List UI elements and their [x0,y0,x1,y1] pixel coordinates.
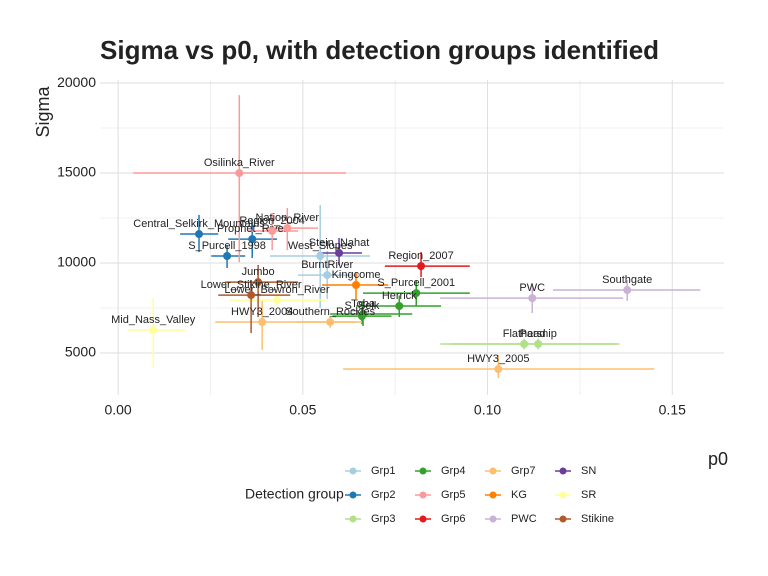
point [223,252,232,261]
point [316,252,325,261]
legend-swatch [489,467,497,475]
legend-title: Detection group [245,486,344,502]
point [357,312,366,321]
point-label: Lower_Stikine_River [201,279,302,291]
point [323,271,332,280]
point [528,294,537,303]
legend-label: Stikine [581,513,614,525]
point-label: Osilinka_River [204,157,275,169]
point-label: S_Selk [345,300,380,312]
legend-label: Grp4 [441,465,465,477]
y-tick-label: 5000 [65,344,96,360]
point [395,302,404,311]
point [412,289,421,298]
point-label: S_Purcell_2001 [377,277,455,289]
legend-swatch [349,491,357,499]
point [417,262,426,271]
legend-label: SR [581,489,596,501]
point [494,365,503,374]
point-label: HWY3_2005 [467,353,529,365]
x-tick-label: 0.15 [659,402,686,418]
legend-swatch [419,515,427,523]
point [195,230,204,239]
legend-swatch [419,491,427,499]
legend-swatch [349,515,357,523]
point-label: Toba [351,298,376,310]
point [248,235,257,244]
point-label: Central_Selkirk_Mountains [133,218,265,230]
point-label: Stein_Nahat [309,237,370,249]
point [534,340,543,349]
point [335,248,344,257]
point [247,291,256,300]
point [268,226,277,235]
point [149,325,158,334]
point-label: S_Purcell_1998 [188,240,266,252]
chart-title: Sigma vs p0, with detection groups ident… [100,35,659,65]
point-label: Jumbo [242,266,275,278]
point-label: HWY3_2004 [231,306,293,318]
legend-label: Grp3 [371,513,395,525]
x-tick-label: 0.00 [104,402,131,418]
legend-label: Grp5 [441,489,465,501]
y-tick-label: 20000 [57,74,96,90]
point [235,169,244,178]
point-label: Nation_River [256,212,320,224]
point-label: Southern_Rockies [285,306,375,318]
legend-swatch [489,491,497,499]
point-label: PWC [519,282,545,294]
point [623,286,632,295]
legend-swatch [559,491,567,499]
point-label: Southgate [602,274,652,286]
y-tick-label: 10000 [57,254,96,270]
legend-swatch [349,467,357,475]
point-label: Mid_Nass_Valley [111,314,196,326]
point [520,340,529,349]
legend-label: Grp7 [511,465,535,477]
point-label: Kingcome [332,269,381,281]
legend-label: Grp6 [441,513,465,525]
legend-label: KG [511,489,527,501]
legend-label: Grp2 [371,489,395,501]
point [272,296,281,305]
point-label: Flathead [503,328,546,340]
point-label: West_Slopes [288,240,353,252]
point [352,280,361,289]
point-label: Region_2004 [239,215,304,227]
y-tick-label: 15000 [57,164,96,180]
point-label: BurntRiver [301,259,353,271]
point-label: Parsnip [520,328,557,340]
legend-swatch [559,515,567,523]
legend-swatch [489,515,497,523]
point-label: Herrick [382,290,417,302]
point [326,318,335,327]
point [258,318,267,327]
point [254,278,263,287]
legend-label: PWC [511,513,537,525]
legend-label: Grp1 [371,465,395,477]
legend-swatch [419,467,427,475]
x-tick-label: 0.10 [474,402,501,418]
legend-label: SN [581,465,596,477]
x-tick-label: 0.05 [289,402,316,418]
point-label: Region_2007 [388,250,453,262]
y-axis-label: Sigma [33,86,53,138]
legend-swatch [559,467,567,475]
point [283,224,292,233]
x-axis-label: p0 [708,449,728,469]
